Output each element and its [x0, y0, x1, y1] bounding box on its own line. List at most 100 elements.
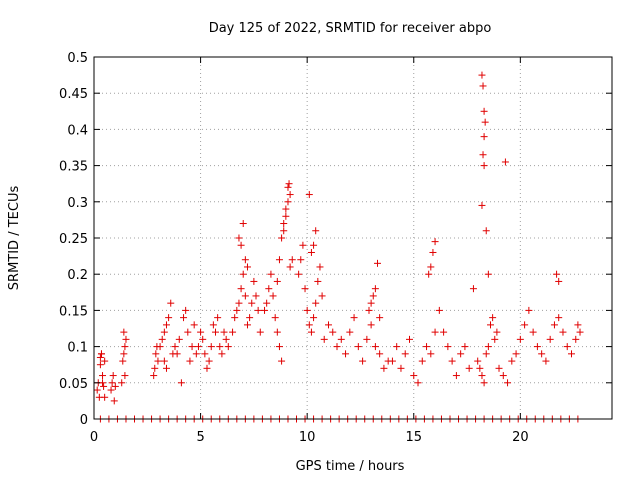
data-point	[312, 299, 320, 307]
data-point	[93, 386, 101, 394]
data-point	[318, 292, 326, 300]
data-point	[486, 321, 494, 329]
data-point	[110, 397, 118, 405]
data-point	[525, 306, 533, 314]
data-point	[329, 328, 337, 336]
data-point	[109, 372, 117, 380]
data-point	[218, 350, 226, 358]
data-point	[567, 350, 575, 358]
data-point	[99, 372, 107, 380]
data-point	[482, 350, 490, 358]
data-point	[252, 292, 260, 300]
data-point	[158, 335, 166, 343]
data-point	[275, 256, 283, 264]
data-point	[100, 382, 108, 390]
y-tick-label: 0.1	[67, 341, 88, 356]
x-tick-label: 15	[405, 430, 422, 445]
data-point	[316, 263, 324, 271]
data-point	[521, 321, 529, 329]
data-point	[303, 306, 311, 314]
data-point	[410, 372, 418, 380]
points-layer	[93, 71, 584, 423]
chart-title: Day 125 of 2022, SRMTID for receiver abp…	[209, 21, 492, 36]
data-point	[423, 343, 431, 351]
data-point	[267, 270, 275, 278]
data-point	[563, 343, 571, 351]
data-point	[305, 191, 313, 199]
data-point	[307, 248, 315, 256]
data-point	[216, 343, 224, 351]
data-point	[167, 299, 175, 307]
data-point	[121, 372, 129, 380]
data-point	[192, 350, 200, 358]
data-point	[175, 335, 183, 343]
data-point	[529, 328, 537, 336]
data-point	[533, 343, 541, 351]
data-point	[199, 335, 207, 343]
data-point	[346, 328, 354, 336]
data-point	[299, 241, 307, 249]
data-point	[118, 379, 126, 387]
data-point	[305, 321, 313, 329]
x-tick-label: 20	[512, 430, 529, 445]
data-point	[546, 335, 554, 343]
data-point	[212, 328, 220, 336]
data-point	[101, 357, 109, 365]
data-point	[248, 299, 256, 307]
data-point	[278, 357, 286, 365]
data-point	[469, 285, 477, 293]
data-point	[444, 343, 452, 351]
data-point	[301, 285, 309, 293]
data-point	[261, 306, 269, 314]
data-point	[555, 314, 563, 322]
data-point	[224, 343, 232, 351]
data-point	[286, 263, 294, 271]
data-point	[282, 205, 290, 213]
data-point	[452, 372, 460, 380]
data-point	[371, 285, 379, 293]
data-point	[499, 372, 507, 380]
data-point	[397, 364, 405, 372]
data-point	[182, 306, 190, 314]
data-point	[120, 350, 128, 358]
data-point	[461, 343, 469, 351]
data-point	[111, 382, 119, 390]
data-point	[239, 220, 247, 228]
y-tick-label: 0.05	[59, 377, 88, 392]
data-point	[310, 314, 318, 322]
data-point	[171, 343, 179, 351]
data-point	[401, 350, 409, 358]
ticks-layer: 0 0.05 0.1 0.15 0.2 0.25 0.3 0.35 0.4 0.45 0.5 0 5 10…	[59, 51, 612, 445]
data-point	[324, 321, 332, 329]
data-point	[273, 328, 281, 336]
data-point	[572, 335, 580, 343]
data-point	[235, 299, 243, 307]
data-point	[160, 357, 168, 365]
data-point	[99, 379, 107, 387]
data-point	[427, 263, 435, 271]
data-point	[152, 350, 160, 358]
data-point	[154, 357, 162, 365]
data-point	[480, 133, 488, 141]
y-tick-label: 0.45	[59, 87, 88, 102]
data-point	[342, 350, 350, 358]
y-tick-label: 0.35	[59, 160, 88, 175]
y-tick-label: 0.25	[59, 232, 88, 247]
x-tick-label: 5	[196, 430, 204, 445]
data-point	[254, 306, 262, 314]
data-point	[285, 180, 293, 188]
data-point	[239, 270, 247, 278]
data-point	[312, 227, 320, 235]
data-point	[429, 248, 437, 256]
data-point	[119, 357, 127, 365]
y-tick-label: 0.5	[67, 51, 88, 66]
x-tick-label: 10	[299, 430, 316, 445]
data-point	[481, 118, 489, 126]
data-point	[295, 270, 303, 278]
data-point	[480, 379, 488, 387]
y-tick-label: 0.4	[67, 123, 88, 138]
data-point	[237, 285, 245, 293]
data-point	[501, 158, 509, 166]
data-point	[282, 212, 290, 220]
data-point	[180, 314, 188, 322]
